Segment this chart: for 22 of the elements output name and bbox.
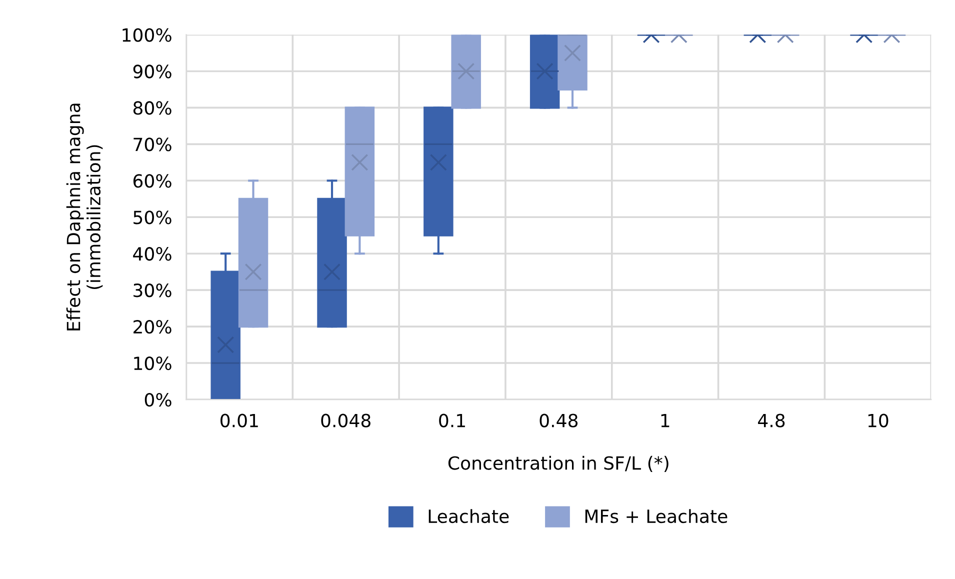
y-tick-label: 80% xyxy=(133,101,172,115)
y-tick-label: 20% xyxy=(134,320,172,334)
x-tick-label: 0.1 xyxy=(439,414,465,428)
y-tick-label: 100% xyxy=(122,28,172,42)
x-tick-label: 0.01 xyxy=(220,414,258,428)
x-tick-label: 4.8 xyxy=(758,414,785,428)
y-tick-label: 60% xyxy=(133,174,172,188)
y-axis-title: Effect on Daphnia magna (immobilization) xyxy=(66,104,103,330)
legend-label: MFs + Leachate xyxy=(585,509,728,524)
x-tick-label: 0.48 xyxy=(540,414,578,428)
x-tick-label: 0.048 xyxy=(321,414,370,428)
y-tick-label: 10% xyxy=(134,356,172,370)
y-tick-label: 0% xyxy=(144,392,172,407)
y-tick-label: 50% xyxy=(134,210,172,224)
y-tick-label: 30% xyxy=(134,284,172,298)
y-tick-label: 40% xyxy=(133,247,172,261)
legend-label: Leachate xyxy=(428,509,509,524)
x-tick-label: 1 xyxy=(661,414,670,428)
y-tick-label: 70% xyxy=(134,138,172,152)
x-axis-title: Concentration in SF/L (*) xyxy=(448,456,668,472)
y-tick-label: 90% xyxy=(133,64,172,78)
x-tick-label: 10 xyxy=(868,414,888,428)
